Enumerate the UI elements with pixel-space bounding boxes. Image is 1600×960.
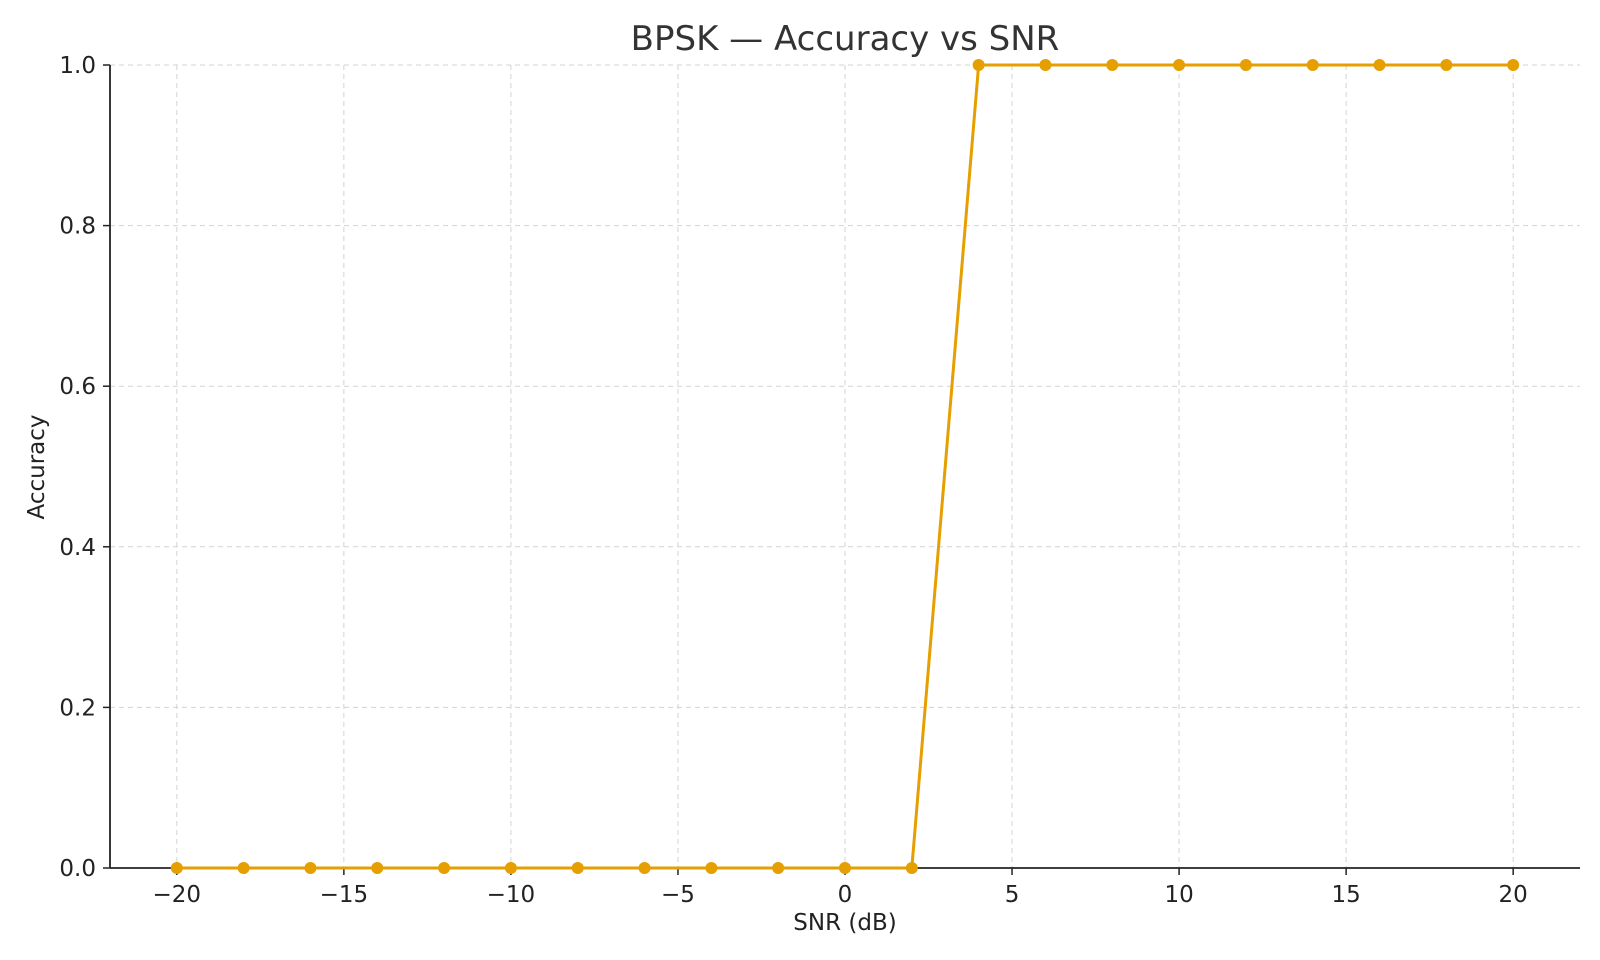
data-point [839, 862, 851, 874]
data-point [638, 862, 651, 874]
y-axis-label: Accuracy [24, 414, 50, 519]
data-point [571, 862, 584, 874]
y-tick-label: 0.4 [59, 535, 96, 561]
x-tick-label: −5 [661, 882, 695, 908]
x-tick-label: 10 [1164, 882, 1193, 908]
data-point [438, 862, 451, 874]
data-point [170, 862, 183, 874]
data-point [1440, 59, 1453, 71]
data-point [1507, 59, 1520, 71]
grid-lines [110, 64, 1580, 869]
data-point [237, 862, 250, 874]
data-point [905, 862, 918, 874]
y-tick-label: 0.8 [59, 214, 96, 240]
series-layer [170, 59, 1520, 874]
x-tick-label: 5 [1005, 882, 1020, 908]
data-point [1173, 59, 1186, 71]
x-tick-label: 20 [1499, 882, 1528, 908]
data-point [304, 862, 317, 874]
x-tick-label: 0 [838, 882, 853, 908]
data-point [504, 862, 517, 874]
y-tick-label: 0.0 [59, 856, 96, 882]
chart-title: BPSK — Accuracy vs SNR [631, 19, 1060, 59]
x-tick-label: −15 [320, 882, 369, 908]
data-point [1106, 59, 1119, 71]
data-point [371, 862, 384, 874]
data-point [972, 59, 985, 71]
x-tick-label: 15 [1331, 882, 1360, 908]
data-point [1306, 59, 1319, 71]
data-point [705, 862, 718, 874]
y-tick-label: 0.6 [59, 374, 96, 400]
y-tick-label: 0.2 [59, 695, 96, 721]
data-point [1239, 59, 1252, 71]
y-tick-label: 1.0 [59, 53, 96, 79]
tick-marks: −20 −15 −10 −5 0 5 10 15 20 0.0 0.2 0.4 0.6 0.8 1.0 [59, 53, 1527, 908]
x-axis-label: SNR (dB) [793, 910, 896, 936]
data-point [1039, 59, 1052, 71]
data-point [1373, 59, 1386, 71]
data-point [772, 862, 785, 874]
x-tick-label: −20 [153, 882, 202, 908]
x-tick-label: −10 [487, 882, 536, 908]
